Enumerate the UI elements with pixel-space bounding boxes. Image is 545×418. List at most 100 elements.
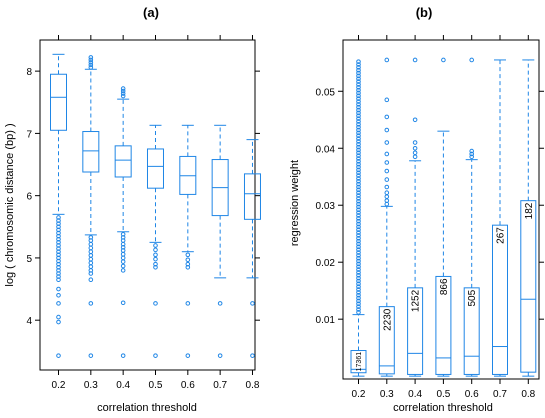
- b-outlier-0-58: [356, 144, 361, 150]
- b-outlier-0-70: [356, 110, 361, 116]
- b-outlier-0-11: [356, 278, 361, 284]
- b-outlier-1-11: [384, 114, 390, 120]
- b-xtick-label-2: 0.4: [408, 389, 422, 400]
- b-outlier-2-1: [412, 150, 418, 156]
- panel-a-ylabel: log ( chromosomic distance (bp) ): [4, 123, 16, 286]
- b-iqr-box-2: [407, 287, 424, 375]
- a-xtick-label-0: 0.2: [52, 380, 66, 391]
- b-outlier-0-13: [356, 273, 361, 278]
- a-outlier-1-18: [88, 353, 94, 358]
- b-count-label-5: 267: [496, 227, 507, 244]
- b-outlier-3-0: [441, 57, 446, 63]
- b-outlier-0-84: [356, 70, 361, 76]
- b-outlier-0-7: [356, 290, 361, 295]
- b-outlier-1-8: [384, 151, 390, 157]
- b-outlier-2-0: [412, 154, 418, 160]
- b-outlier-0-63: [356, 130, 361, 136]
- b-outlier-0-78: [356, 87, 361, 93]
- a-outlier-3-3: [153, 256, 158, 262]
- b-outlier-0-79: [356, 84, 361, 90]
- b-box-1: 2230: [378, 57, 395, 377]
- b-outlier-0-39: [356, 198, 361, 204]
- a-outlier-0-26: [56, 353, 61, 358]
- a-outlier-3-1: [153, 247, 158, 253]
- b-outlier-0-2: [356, 304, 361, 309]
- a-box-5: [211, 124, 229, 358]
- a-outlier-2-15: [120, 300, 126, 306]
- a-outlier-4-5: [185, 353, 191, 358]
- b-outlier-0-16: [356, 264, 361, 270]
- b-outlier-0-57: [356, 147, 361, 153]
- b-outlier-0-47: [356, 176, 361, 181]
- a-outlier-5-1: [217, 353, 223, 358]
- b-outlier-0-43: [356, 187, 361, 193]
- a-ytick-label-3: 7: [26, 129, 32, 140]
- b-outlier-0-85: [356, 67, 361, 73]
- b-outlier-0-36: [356, 207, 361, 213]
- panel-a-frame: [39, 39, 256, 371]
- b-outlier-0-67: [356, 119, 361, 124]
- b-ytick-label-3: 0.04: [316, 144, 336, 155]
- b-outlier-0-9: [356, 284, 361, 290]
- a-outlier-2-11: [120, 255, 126, 261]
- b-outlier-0-24: [356, 241, 361, 247]
- a-outlier-2-16: [120, 353, 126, 358]
- b-outlier-0-74: [356, 99, 361, 104]
- b-outlier-0-87: [356, 62, 361, 67]
- a-xtick-label-3: 0.5: [149, 380, 163, 391]
- b-outlier-0-21: [356, 250, 361, 255]
- a-ytick-label-0: 4: [26, 316, 32, 327]
- b-outlier-0-15: [356, 267, 361, 272]
- a-outlier-4-0: [185, 252, 191, 258]
- b-outlier-0-5: [356, 295, 361, 301]
- b-xtick-label-5: 0.7: [493, 389, 507, 400]
- b-outlier-0-27: [356, 233, 361, 238]
- b-iqr-box-1: [378, 306, 395, 375]
- b-outlier-0-54: [356, 156, 361, 161]
- panel-a: (a) log ( chromosomic distance (bp) ) co…: [4, 5, 261, 414]
- b-ytick-label-0: 0.01: [316, 315, 336, 326]
- b-outlier-1-5: [384, 177, 390, 182]
- b-outlier-0-56: [356, 150, 361, 156]
- b-outlier-0-34: [356, 213, 361, 218]
- a-outlier-3-2: [153, 252, 158, 258]
- b-outlier-0-53: [356, 159, 361, 164]
- b-outlier-1-3: [384, 190, 390, 195]
- b-xtick-label-6: 0.8: [521, 389, 535, 400]
- b-xtick-label-3: 0.5: [436, 389, 450, 400]
- a-outlier-3-5: [153, 264, 158, 270]
- b-outlier-0-69: [356, 113, 361, 119]
- b-outlier-0-46: [356, 178, 361, 184]
- a-outlier-4-4: [185, 301, 191, 306]
- b-outlier-0-66: [356, 122, 361, 127]
- panel-a-boxes: [50, 53, 261, 358]
- b-count-label-6: 182: [524, 202, 535, 219]
- panel-a-label: (a): [143, 5, 159, 20]
- b-count-label-0: 17361: [356, 352, 363, 372]
- panel-b-xlabel: correlation threshold: [393, 402, 493, 414]
- panel-b-frame: [342, 39, 540, 380]
- b-outlier-0-52: [356, 161, 361, 167]
- b-iqr-box-5: [492, 224, 508, 375]
- b-outlier-4-2: [469, 148, 475, 154]
- b-iqr-box-6: [520, 200, 537, 373]
- b-outlier-0-38: [356, 201, 361, 207]
- a-outlier-1-16: [88, 277, 94, 283]
- a-outlier-2-12: [120, 259, 126, 264]
- b-outlier-0-6: [356, 292, 361, 298]
- b-outlier-0-12: [356, 275, 361, 281]
- panel-b-ylabel: regression weight: [289, 160, 301, 246]
- b-outlier-0-1: [356, 307, 361, 312]
- b-count-label-1: 2230: [382, 308, 393, 331]
- b-outlier-4-3: [469, 57, 475, 63]
- a-outlier-0-24: [56, 314, 61, 320]
- b-box-4: 505: [463, 57, 480, 377]
- b-outlier-0-19: [356, 255, 361, 261]
- a-outlier-3-0: [153, 243, 158, 248]
- b-outlier-0-14: [356, 270, 361, 275]
- a-outlier-1-1: [88, 62, 94, 68]
- b-outlier-0-35: [356, 210, 361, 215]
- a-outlier-1-3: [88, 57, 94, 63]
- panel-b-ticks: 0.01 0.02 0.03 0.04 0.05 0.2 0.3 0.4 0.5 0.6 0.7 0.…: [316, 35, 544, 400]
- a-outlier-0-22: [56, 292, 61, 298]
